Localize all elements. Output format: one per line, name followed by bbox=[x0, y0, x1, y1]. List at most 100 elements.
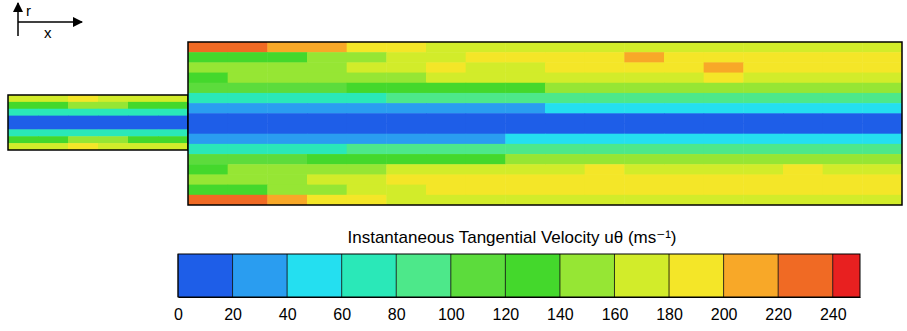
cell bbox=[158, 143, 188, 150]
cell bbox=[426, 195, 466, 205]
cell bbox=[307, 73, 347, 84]
inlet-field bbox=[8, 95, 188, 150]
cell bbox=[823, 195, 863, 205]
colorbar-separator bbox=[450, 254, 451, 297]
cell bbox=[743, 134, 783, 145]
cell bbox=[664, 93, 704, 104]
cell bbox=[128, 95, 159, 102]
cell bbox=[823, 144, 863, 155]
colorbar-band bbox=[342, 254, 397, 297]
cell bbox=[347, 73, 387, 84]
cell bbox=[228, 174, 268, 185]
cell bbox=[426, 62, 466, 73]
cell bbox=[307, 103, 347, 114]
cell bbox=[585, 185, 625, 196]
colorbar-band bbox=[505, 254, 560, 297]
cell bbox=[862, 73, 902, 84]
axis-label: r bbox=[26, 2, 31, 19]
cell bbox=[624, 185, 664, 196]
cell bbox=[704, 134, 744, 145]
cell bbox=[158, 95, 188, 102]
cell bbox=[307, 42, 347, 53]
cell bbox=[228, 42, 268, 53]
cell bbox=[545, 195, 585, 205]
cell bbox=[158, 116, 188, 123]
cell bbox=[743, 52, 783, 63]
cell bbox=[98, 109, 129, 116]
cell bbox=[466, 185, 506, 196]
cell bbox=[307, 124, 347, 135]
cell bbox=[228, 73, 268, 84]
cell bbox=[228, 93, 268, 104]
cell bbox=[267, 124, 307, 135]
cell bbox=[624, 113, 664, 124]
cell bbox=[426, 52, 466, 63]
colorbar-separator bbox=[614, 254, 615, 297]
tick: 60 bbox=[333, 297, 351, 323]
cell bbox=[426, 144, 466, 155]
cell bbox=[98, 116, 129, 123]
cell bbox=[188, 42, 228, 53]
cell bbox=[624, 154, 664, 165]
cell bbox=[267, 144, 307, 155]
cell bbox=[585, 103, 625, 114]
colorbar-separator bbox=[232, 254, 233, 297]
cell bbox=[228, 52, 268, 63]
tick: 120 bbox=[493, 297, 520, 323]
cell bbox=[704, 42, 744, 53]
cell bbox=[624, 195, 664, 205]
cell bbox=[188, 52, 228, 63]
cell bbox=[307, 93, 347, 104]
tick-label: 220 bbox=[765, 306, 792, 323]
cell bbox=[505, 73, 545, 84]
cell bbox=[386, 164, 426, 175]
colorbar-separator bbox=[778, 254, 779, 297]
cell bbox=[98, 95, 129, 102]
cell bbox=[783, 93, 823, 104]
colorbar-separator bbox=[287, 254, 288, 297]
cell bbox=[347, 164, 387, 175]
cell bbox=[38, 95, 69, 102]
cell bbox=[267, 103, 307, 114]
cell bbox=[386, 174, 426, 185]
cell bbox=[743, 113, 783, 124]
cell bbox=[307, 185, 347, 196]
cell bbox=[743, 42, 783, 53]
cell bbox=[8, 123, 39, 130]
cell bbox=[585, 73, 625, 84]
cell bbox=[267, 83, 307, 94]
cell bbox=[466, 83, 506, 94]
cell bbox=[823, 113, 863, 124]
tick-label: 0 bbox=[174, 306, 183, 323]
cell bbox=[704, 103, 744, 114]
colorbar-band bbox=[233, 254, 288, 297]
cell bbox=[8, 143, 39, 150]
cell bbox=[505, 154, 545, 165]
cell bbox=[743, 195, 783, 205]
cell bbox=[466, 154, 506, 165]
cell bbox=[307, 144, 347, 155]
cell bbox=[664, 174, 704, 185]
cell bbox=[188, 144, 228, 155]
cell bbox=[862, 62, 902, 73]
colorbar-band bbox=[833, 254, 860, 297]
cell bbox=[466, 73, 506, 84]
cell bbox=[585, 134, 625, 145]
cell bbox=[743, 93, 783, 104]
colorbar-separator bbox=[341, 254, 342, 297]
cell bbox=[783, 62, 823, 73]
cell bbox=[704, 124, 744, 135]
cell bbox=[307, 62, 347, 73]
cell bbox=[505, 113, 545, 124]
cell bbox=[585, 113, 625, 124]
cell bbox=[466, 174, 506, 185]
cell bbox=[783, 42, 823, 53]
cell bbox=[38, 129, 69, 136]
cell bbox=[545, 73, 585, 84]
cell bbox=[98, 129, 129, 136]
cell bbox=[783, 83, 823, 94]
cell bbox=[664, 144, 704, 155]
cell bbox=[704, 195, 744, 205]
cell bbox=[823, 73, 863, 84]
cell bbox=[823, 174, 863, 185]
